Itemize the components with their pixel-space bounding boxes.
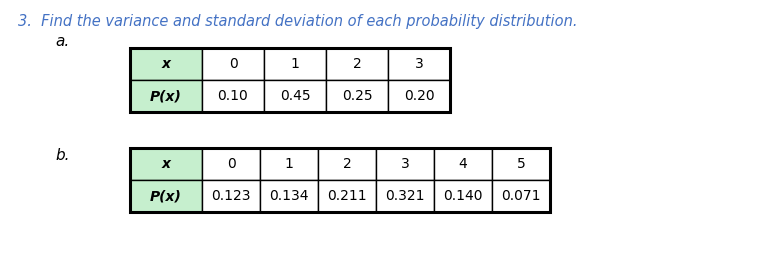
Bar [318, 148, 376, 180]
Text: 0.134: 0.134 [269, 189, 309, 203]
Text: 5: 5 [516, 157, 526, 171]
Bar [326, 48, 388, 80]
Text: 3: 3 [415, 57, 423, 71]
Bar [326, 80, 388, 112]
Bar [376, 180, 434, 212]
Text: 0.140: 0.140 [443, 189, 483, 203]
Text: 1: 1 [290, 57, 299, 71]
Bar [130, 48, 450, 112]
Text: 4: 4 [458, 157, 468, 171]
Text: P(x): P(x) [150, 89, 182, 103]
Text: 2: 2 [353, 57, 361, 71]
Bar [130, 80, 202, 112]
Text: x: x [161, 157, 170, 171]
Bar [264, 48, 326, 80]
Bar [260, 148, 318, 180]
Bar [130, 148, 550, 212]
Bar [376, 148, 434, 180]
Text: P(x): P(x) [150, 189, 182, 203]
Text: 0.123: 0.123 [212, 189, 251, 203]
Bar [492, 148, 550, 180]
Bar [388, 48, 450, 80]
Text: 0.321: 0.321 [385, 189, 425, 203]
Bar [202, 48, 264, 80]
Text: b.: b. [55, 148, 70, 163]
Bar [130, 48, 202, 80]
Bar [264, 80, 326, 112]
Bar [434, 148, 492, 180]
Text: 0: 0 [227, 157, 235, 171]
Text: 0.20: 0.20 [403, 89, 434, 103]
Bar [202, 148, 260, 180]
Bar [492, 180, 550, 212]
Text: 1: 1 [284, 157, 293, 171]
Text: 3.  Find the variance and standard deviation of each probability distribution.: 3. Find the variance and standard deviat… [18, 14, 578, 29]
Text: 0.211: 0.211 [327, 189, 367, 203]
Bar [388, 80, 450, 112]
Text: x: x [161, 57, 170, 71]
Text: 2: 2 [342, 157, 351, 171]
Text: 0.45: 0.45 [280, 89, 310, 103]
Text: 3: 3 [400, 157, 410, 171]
Text: 0.25: 0.25 [342, 89, 372, 103]
Text: a.: a. [55, 34, 70, 49]
Bar [130, 148, 202, 180]
Text: 0: 0 [228, 57, 238, 71]
Text: 0.10: 0.10 [218, 89, 248, 103]
Bar [202, 80, 264, 112]
Bar [318, 180, 376, 212]
Bar [202, 180, 260, 212]
Bar [434, 180, 492, 212]
Text: 0.071: 0.071 [501, 189, 541, 203]
Bar [260, 180, 318, 212]
Bar [130, 180, 202, 212]
